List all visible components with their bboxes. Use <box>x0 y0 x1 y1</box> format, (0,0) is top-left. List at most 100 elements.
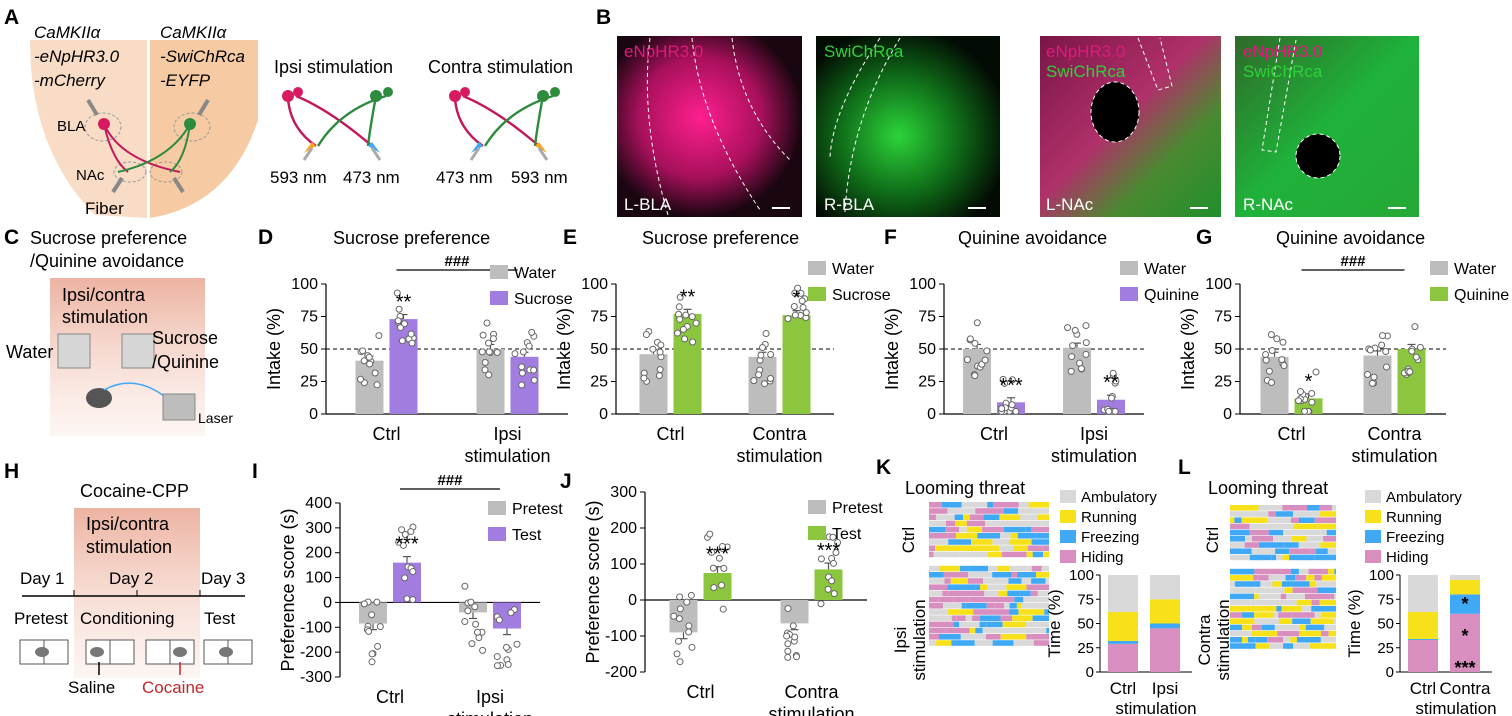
raster-segment <box>929 584 948 590</box>
data-point <box>783 632 791 640</box>
raster-segment <box>1230 536 1245 542</box>
raster-segment <box>1230 643 1256 649</box>
data-point <box>1071 326 1079 334</box>
raster-segment <box>983 514 1000 520</box>
raster-segment <box>1271 554 1277 561</box>
raster-segment <box>963 514 970 520</box>
data-point <box>710 584 718 592</box>
y-tick-label: 0 <box>927 406 936 423</box>
raster-segment <box>1230 612 1242 618</box>
y-tick-label: 75 <box>1377 591 1394 608</box>
data-point <box>649 345 657 353</box>
raster-segment <box>1255 637 1268 643</box>
legend-label: Pretest <box>832 500 883 517</box>
data-point <box>1008 376 1016 384</box>
raster-segment <box>947 533 956 539</box>
raster-segment <box>1305 624 1325 631</box>
raster-segment <box>1304 593 1331 600</box>
raster-segment <box>943 603 962 609</box>
data-point <box>681 335 689 343</box>
panel-h-title: Cocaine-CPP <box>80 481 189 501</box>
data-point <box>1378 341 1386 349</box>
raster-segment <box>947 609 974 615</box>
cpp-chambers <box>19 639 253 665</box>
raster-segment <box>1311 599 1320 606</box>
raster-segment <box>956 615 966 621</box>
raster-segment <box>1306 505 1320 511</box>
raster-segment <box>1251 599 1256 606</box>
data-point <box>1364 371 1372 379</box>
data-point <box>360 357 368 365</box>
data-point <box>676 315 684 323</box>
raster-segment <box>945 526 960 533</box>
legend-label: Pretest <box>512 501 563 518</box>
legend-swatch-hiding <box>1060 550 1076 563</box>
raster-segment <box>969 565 989 572</box>
raster-segment <box>960 565 970 572</box>
raster-segment <box>929 634 940 640</box>
data-point <box>1406 368 1414 376</box>
data-point <box>675 303 683 311</box>
raster-segment <box>993 609 1009 615</box>
raster-segment <box>929 533 948 539</box>
chart-title: Quinine avoidance <box>958 228 1107 248</box>
raster-segment <box>1009 539 1032 545</box>
data-point <box>761 380 769 388</box>
raster-segment <box>1333 606 1336 612</box>
y-axis-label: Time (%) <box>1045 589 1064 657</box>
raster-segment <box>1254 618 1279 624</box>
raster-segment <box>1254 612 1268 618</box>
data-point <box>373 598 381 606</box>
y-axis-label: Intake (%) <box>554 308 574 390</box>
data-point <box>478 348 486 356</box>
raster-segment <box>1019 520 1042 527</box>
raster-segment <box>971 539 993 545</box>
raster-segment <box>1009 565 1028 572</box>
raster-segment <box>929 621 954 628</box>
raster-segment <box>1323 536 1336 542</box>
raster-segment <box>1293 511 1311 517</box>
raster-segment <box>973 609 994 615</box>
y-tick-label: 0 <box>323 594 332 611</box>
data-point <box>1296 388 1304 396</box>
raster-segment <box>1230 581 1235 587</box>
y-tick-label: 50 <box>1214 341 1232 358</box>
raster-segment <box>1261 606 1277 612</box>
legend-swatch-pretest <box>488 501 506 515</box>
panel-letter-k: K <box>876 456 891 479</box>
raster-segment <box>950 578 960 584</box>
raster-segment <box>1280 593 1287 600</box>
x-category-label: stimulation <box>464 446 550 466</box>
data-point <box>784 653 792 661</box>
raster-segment <box>1298 568 1309 575</box>
data-point <box>642 331 650 339</box>
panel-letter-j: J <box>560 470 572 493</box>
raster-segment <box>1282 505 1307 511</box>
data-point <box>461 618 469 626</box>
y-tick-label: -100 <box>605 628 637 645</box>
raster-segment <box>966 526 983 533</box>
legend-swatch-freezing <box>1060 530 1076 543</box>
raster-segment <box>979 621 987 628</box>
raster-segment <box>929 545 936 551</box>
x-category-label: Ctrl <box>376 687 404 707</box>
raster-segment <box>1291 612 1315 618</box>
raster-segment <box>1030 634 1049 640</box>
data-point <box>674 637 682 645</box>
raster-segment <box>992 640 1014 646</box>
construct-right-line3: -EYFP <box>160 71 211 90</box>
raster-segment <box>1043 551 1049 558</box>
raster-segment <box>1276 554 1283 561</box>
raster-segment <box>1041 526 1049 533</box>
panel-letter-h: H <box>4 460 19 483</box>
stack-freezing-0 <box>1408 639 1438 640</box>
label-nac: NAc <box>76 167 105 184</box>
y-tick-label: 100 <box>1069 567 1094 584</box>
x-axis-label: stimulation <box>1415 699 1496 716</box>
data-point <box>802 309 810 317</box>
raster-segment <box>1254 593 1259 600</box>
data-point <box>489 335 497 343</box>
raster-segment <box>1023 596 1049 603</box>
data-point <box>1262 350 1270 358</box>
significance-star: *** <box>999 375 1023 397</box>
